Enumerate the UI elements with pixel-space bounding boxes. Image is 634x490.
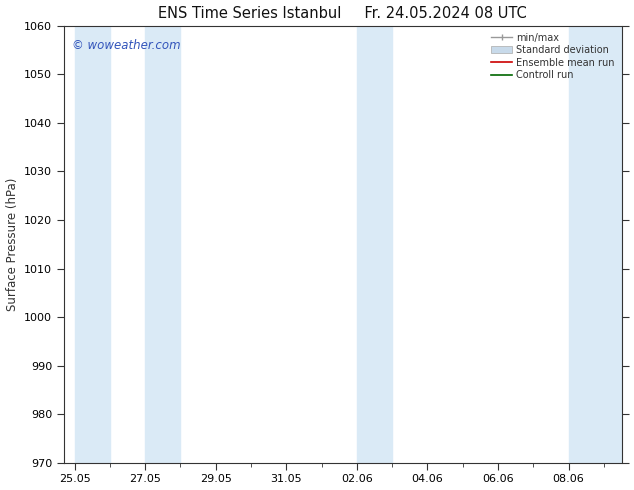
Bar [357, 26, 392, 463]
Title: ENS Time Series Istanbul     Fr. 24.05.2024 08 UTC: ENS Time Series Istanbul Fr. 24.05.2024 … [158, 5, 527, 21]
Bar [75, 26, 110, 463]
Y-axis label: Surface Pressure (hPa): Surface Pressure (hPa) [6, 177, 18, 311]
Bar [145, 26, 181, 463]
Bar [569, 26, 621, 463]
Legend: min/max, Standard deviation, Ensemble mean run, Controll run: min/max, Standard deviation, Ensemble me… [489, 31, 617, 82]
Text: © woweather.com: © woweather.com [72, 39, 181, 52]
